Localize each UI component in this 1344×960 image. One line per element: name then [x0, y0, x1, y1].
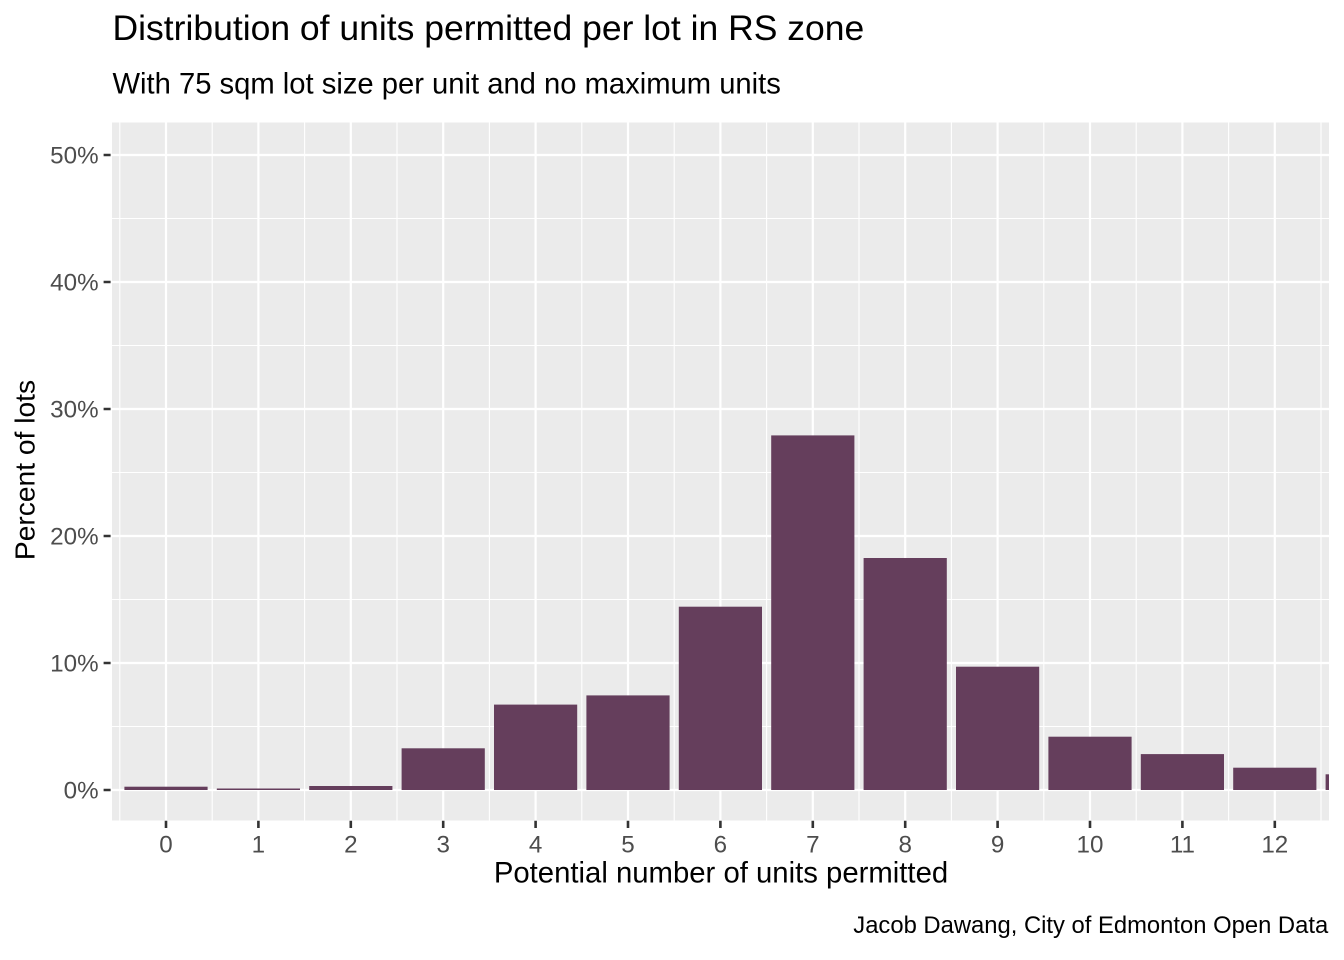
- svg-text:4: 4: [529, 831, 542, 858]
- svg-text:0: 0: [159, 831, 172, 858]
- svg-text:With 75 sqm lot size per unit: With 75 sqm lot size per unit and no max…: [113, 68, 781, 100]
- svg-text:10%: 10%: [50, 650, 98, 677]
- svg-text:12: 12: [1261, 831, 1288, 858]
- svg-text:Percent of lots: Percent of lots: [8, 380, 40, 560]
- svg-text:1: 1: [252, 831, 265, 858]
- svg-text:7: 7: [806, 831, 819, 858]
- svg-text:40%: 40%: [50, 269, 98, 296]
- svg-text:6: 6: [714, 831, 727, 858]
- svg-text:Distribution of units permitte: Distribution of units permitted per lot …: [113, 8, 865, 48]
- svg-text:0%: 0%: [64, 777, 99, 804]
- svg-text:10: 10: [1077, 831, 1104, 858]
- svg-text:50%: 50%: [50, 142, 98, 169]
- svg-text:20%: 20%: [50, 523, 98, 550]
- svg-text:9: 9: [991, 831, 1004, 858]
- svg-text:8: 8: [898, 831, 911, 858]
- svg-text:Potential number of units perm: Potential number of units permitted: [494, 857, 948, 890]
- svg-text:Jacob Dawang, City of Edmonton: Jacob Dawang, City of Edmonton Open Data: [853, 912, 1329, 939]
- svg-text:30%: 30%: [50, 396, 98, 423]
- svg-text:2: 2: [344, 831, 357, 858]
- svg-text:11: 11: [1170, 831, 1195, 858]
- svg-text:5: 5: [621, 831, 634, 858]
- svg-text:3: 3: [436, 831, 449, 858]
